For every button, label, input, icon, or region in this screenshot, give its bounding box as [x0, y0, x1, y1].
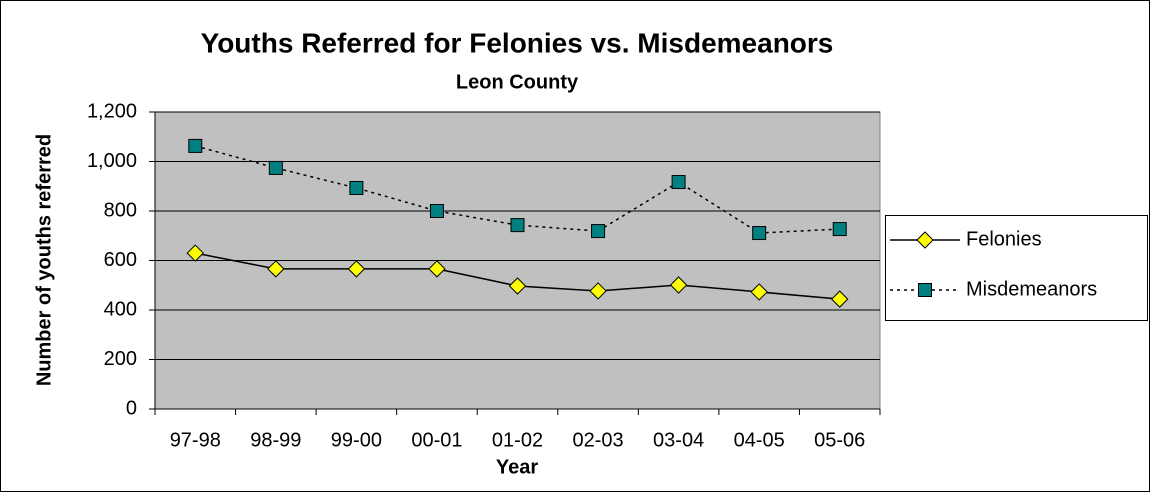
- data-point: [188, 138, 203, 153]
- x-tick-label: 00-01: [411, 429, 462, 451]
- x-tick-label: 01-02: [492, 429, 543, 451]
- data-point: [671, 175, 686, 190]
- data-point: [508, 277, 527, 295]
- data-point: [186, 244, 204, 262]
- data-point: [349, 180, 364, 195]
- legend-label: Felonies: [966, 228, 1042, 250]
- data-point: [428, 260, 446, 278]
- y-tick-label: 600: [104, 249, 137, 271]
- x-tick-label: 05-06: [814, 429, 865, 451]
- y-tick-label: 1,200: [87, 100, 137, 122]
- data-point: [831, 290, 849, 308]
- x-axis-label: Year: [496, 456, 538, 478]
- legend-marker: [918, 283, 932, 297]
- data-point: [752, 226, 767, 241]
- legend-label: Misdemeanors: [966, 278, 1097, 300]
- chart-title: Youths Referred for Felonies vs. Misdeme…: [201, 27, 834, 58]
- y-axis-label: Number of youths referred: [33, 133, 56, 387]
- chart-subtitle: Leon County: [456, 71, 579, 93]
- x-tick-label: 99-00: [331, 429, 382, 451]
- y-tick-label: 1,000: [87, 150, 137, 172]
- x-tick-label: 02-03: [572, 429, 623, 451]
- data-point: [591, 224, 606, 239]
- data-point: [429, 204, 444, 218]
- data-point: [510, 218, 525, 233]
- legend-box: [885, 215, 1148, 321]
- y-tick-label: 400: [104, 298, 137, 320]
- x-tick-label: 98-99: [250, 429, 301, 451]
- data-point: [832, 222, 847, 237]
- data-point: [589, 282, 607, 300]
- x-tick-label: 03-04: [653, 429, 704, 451]
- data-point: [267, 260, 285, 278]
- data-point: [268, 160, 283, 175]
- y-tick-label: 200: [104, 348, 137, 370]
- y-tick-label: 0: [126, 397, 137, 419]
- legend-marker: [916, 231, 934, 249]
- data-point: [347, 260, 366, 278]
- data-point: [669, 276, 688, 294]
- x-tick-label: 04-05: [734, 429, 785, 451]
- data-point: [750, 283, 768, 301]
- y-tick-label: 800: [104, 199, 137, 221]
- x-tick-label: 97-98: [170, 429, 221, 451]
